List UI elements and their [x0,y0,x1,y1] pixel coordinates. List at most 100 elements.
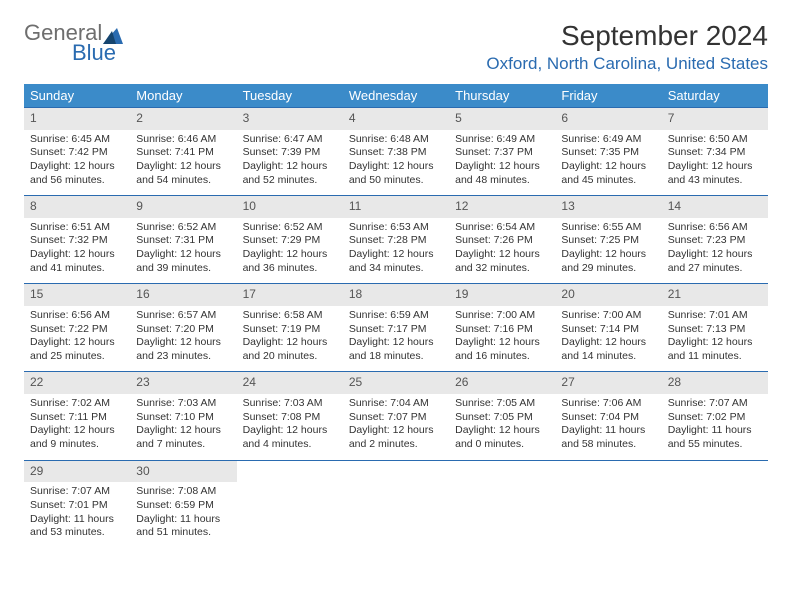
daylight-text: Daylight: 12 hours and 56 minutes. [30,160,124,187]
sunrise-text: Sunrise: 6:56 AM [30,309,124,323]
day-number: 6 [555,108,661,130]
month-title: September 2024 [486,20,768,52]
day-cell: 3Sunrise: 6:47 AMSunset: 7:39 PMDaylight… [237,108,343,195]
daylight-text: Daylight: 11 hours and 58 minutes. [561,424,655,451]
day-cell [555,461,661,548]
daylight-text: Daylight: 12 hours and 52 minutes. [243,160,337,187]
day-number: 23 [130,372,236,394]
day-body: Sunrise: 6:45 AMSunset: 7:42 PMDaylight:… [24,130,130,196]
day-number: 4 [343,108,449,130]
daylight-text: Daylight: 12 hours and 4 minutes. [243,424,337,451]
day-body: Sunrise: 6:52 AMSunset: 7:31 PMDaylight:… [130,218,236,284]
day-cell: 22Sunrise: 7:02 AMSunset: 7:11 PMDayligh… [24,372,130,459]
day-body: Sunrise: 6:47 AMSunset: 7:39 PMDaylight:… [237,130,343,196]
dow-tue: Tuesday [237,84,343,107]
daylight-text: Daylight: 12 hours and 14 minutes. [561,336,655,363]
sunrise-text: Sunrise: 6:46 AM [136,133,230,147]
day-number: 2 [130,108,236,130]
day-number: 24 [237,372,343,394]
day-body: Sunrise: 7:00 AMSunset: 7:16 PMDaylight:… [449,306,555,372]
day-number: 26 [449,372,555,394]
day-number: 30 [130,461,236,483]
daylight-text: Daylight: 11 hours and 53 minutes. [30,513,124,540]
sunset-text: Sunset: 7:26 PM [455,234,549,248]
sunset-text: Sunset: 7:01 PM [30,499,124,513]
sunset-text: Sunset: 7:19 PM [243,323,337,337]
day-body: Sunrise: 7:05 AMSunset: 7:05 PMDaylight:… [449,394,555,460]
daylight-text: Daylight: 12 hours and 18 minutes. [349,336,443,363]
day-cell: 14Sunrise: 6:56 AMSunset: 7:23 PMDayligh… [662,196,768,283]
daylight-text: Daylight: 12 hours and 36 minutes. [243,248,337,275]
day-number: 27 [555,372,661,394]
day-body: Sunrise: 6:46 AMSunset: 7:41 PMDaylight:… [130,130,236,196]
day-cell: 11Sunrise: 6:53 AMSunset: 7:28 PMDayligh… [343,196,449,283]
day-cell: 28Sunrise: 7:07 AMSunset: 7:02 PMDayligh… [662,372,768,459]
sunset-text: Sunset: 7:08 PM [243,411,337,425]
day-cell: 16Sunrise: 6:57 AMSunset: 7:20 PMDayligh… [130,284,236,371]
day-number: 1 [24,108,130,130]
day-cell: 20Sunrise: 7:00 AMSunset: 7:14 PMDayligh… [555,284,661,371]
sunrise-text: Sunrise: 7:00 AM [561,309,655,323]
day-number: 22 [24,372,130,394]
sunrise-text: Sunrise: 6:58 AM [243,309,337,323]
sunset-text: Sunset: 7:16 PM [455,323,549,337]
sunset-text: Sunset: 7:25 PM [561,234,655,248]
day-number: 11 [343,196,449,218]
sunset-text: Sunset: 7:29 PM [243,234,337,248]
day-number [662,461,768,467]
daylight-text: Daylight: 12 hours and 41 minutes. [30,248,124,275]
sunset-text: Sunset: 7:11 PM [30,411,124,425]
dow-fri: Friday [555,84,661,107]
day-cell: 6Sunrise: 6:49 AMSunset: 7:35 PMDaylight… [555,108,661,195]
sunrise-text: Sunrise: 6:48 AM [349,133,443,147]
sunset-text: Sunset: 7:07 PM [349,411,443,425]
day-cell: 21Sunrise: 7:01 AMSunset: 7:13 PMDayligh… [662,284,768,371]
sunrise-text: Sunrise: 6:52 AM [136,221,230,235]
sunset-text: Sunset: 7:39 PM [243,146,337,160]
day-number: 3 [237,108,343,130]
sunrise-text: Sunrise: 6:45 AM [30,133,124,147]
sunset-text: Sunset: 7:17 PM [349,323,443,337]
sunrise-text: Sunrise: 6:52 AM [243,221,337,235]
day-cell: 12Sunrise: 6:54 AMSunset: 7:26 PMDayligh… [449,196,555,283]
day-body: Sunrise: 6:59 AMSunset: 7:17 PMDaylight:… [343,306,449,372]
sunrise-text: Sunrise: 6:51 AM [30,221,124,235]
sunset-text: Sunset: 7:04 PM [561,411,655,425]
daylight-text: Daylight: 12 hours and 27 minutes. [668,248,762,275]
day-number: 10 [237,196,343,218]
sunset-text: Sunset: 7:14 PM [561,323,655,337]
daylight-text: Daylight: 12 hours and 43 minutes. [668,160,762,187]
day-cell: 18Sunrise: 6:59 AMSunset: 7:17 PMDayligh… [343,284,449,371]
sunset-text: Sunset: 7:37 PM [455,146,549,160]
day-number: 19 [449,284,555,306]
header: GeneralBlue September 2024 Oxford, North… [24,20,768,74]
daylight-text: Daylight: 12 hours and 32 minutes. [455,248,549,275]
logo: GeneralBlue [24,20,144,66]
sunrise-text: Sunrise: 7:04 AM [349,397,443,411]
day-cell: 15Sunrise: 6:56 AMSunset: 7:22 PMDayligh… [24,284,130,371]
day-body: Sunrise: 7:00 AMSunset: 7:14 PMDaylight:… [555,306,661,372]
sunrise-text: Sunrise: 7:01 AM [668,309,762,323]
daylight-text: Daylight: 12 hours and 9 minutes. [30,424,124,451]
day-number: 17 [237,284,343,306]
sunrise-text: Sunrise: 6:49 AM [561,133,655,147]
daylight-text: Daylight: 12 hours and 25 minutes. [30,336,124,363]
day-number: 20 [555,284,661,306]
day-body: Sunrise: 7:02 AMSunset: 7:11 PMDaylight:… [24,394,130,460]
sunrise-text: Sunrise: 7:07 AM [30,485,124,499]
daylight-text: Daylight: 12 hours and 39 minutes. [136,248,230,275]
dow-wed: Wednesday [343,84,449,107]
day-number: 29 [24,461,130,483]
day-number: 7 [662,108,768,130]
daylight-text: Daylight: 12 hours and 0 minutes. [455,424,549,451]
day-number: 15 [24,284,130,306]
sunrise-text: Sunrise: 6:56 AM [668,221,762,235]
day-body: Sunrise: 6:58 AMSunset: 7:19 PMDaylight:… [237,306,343,372]
day-number: 8 [24,196,130,218]
calendar: Sunday Monday Tuesday Wednesday Thursday… [24,84,768,548]
daylight-text: Daylight: 12 hours and 11 minutes. [668,336,762,363]
day-number: 9 [130,196,236,218]
daylight-text: Daylight: 12 hours and 34 minutes. [349,248,443,275]
sunset-text: Sunset: 6:59 PM [136,499,230,513]
sunset-text: Sunset: 7:10 PM [136,411,230,425]
